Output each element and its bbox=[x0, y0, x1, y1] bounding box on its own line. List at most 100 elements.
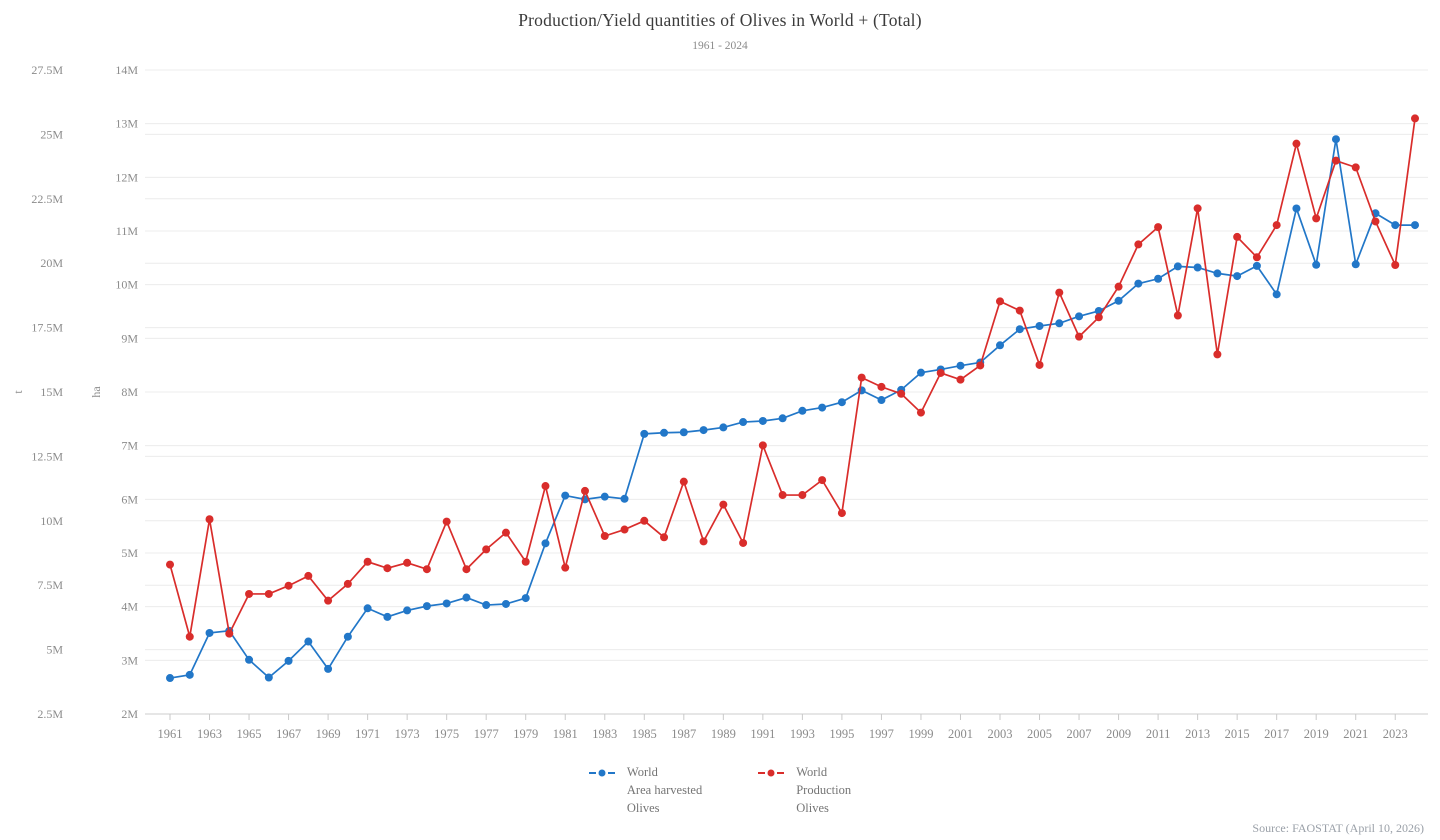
data-point[interactable] bbox=[640, 429, 649, 438]
data-point[interactable] bbox=[264, 673, 273, 682]
data-point[interactable] bbox=[403, 558, 412, 567]
data-point[interactable] bbox=[442, 599, 451, 608]
data-point[interactable] bbox=[1075, 332, 1084, 341]
data-point[interactable] bbox=[956, 375, 965, 384]
data-point[interactable] bbox=[798, 491, 807, 500]
data-point[interactable] bbox=[739, 418, 748, 427]
data-point[interactable] bbox=[324, 596, 333, 605]
data-point[interactable] bbox=[1351, 260, 1360, 269]
data-point[interactable] bbox=[205, 628, 214, 637]
data-point[interactable] bbox=[304, 571, 313, 580]
data-point[interactable] bbox=[383, 564, 392, 573]
data-point[interactable] bbox=[462, 565, 471, 574]
data-point[interactable] bbox=[1411, 114, 1420, 123]
data-point[interactable] bbox=[976, 361, 985, 370]
data-point[interactable] bbox=[343, 579, 352, 588]
data-point[interactable] bbox=[521, 594, 530, 603]
data-point[interactable] bbox=[600, 531, 609, 540]
data-point[interactable] bbox=[1272, 290, 1281, 299]
data-point[interactable] bbox=[462, 593, 471, 602]
data-point[interactable] bbox=[343, 632, 352, 641]
data-point[interactable] bbox=[1134, 240, 1143, 249]
data-point[interactable] bbox=[304, 637, 313, 646]
data-point[interactable] bbox=[916, 368, 925, 377]
data-point[interactable] bbox=[699, 426, 708, 435]
data-point[interactable] bbox=[778, 491, 787, 500]
data-point[interactable] bbox=[403, 606, 412, 615]
data-point[interactable] bbox=[245, 589, 254, 598]
data-point[interactable] bbox=[837, 398, 846, 407]
data-point[interactable] bbox=[1173, 311, 1182, 320]
data-point[interactable] bbox=[1331, 135, 1340, 144]
data-point[interactable] bbox=[996, 297, 1005, 306]
data-point[interactable] bbox=[482, 545, 491, 554]
data-point[interactable] bbox=[422, 565, 431, 574]
data-point[interactable] bbox=[1312, 260, 1321, 269]
data-point[interactable] bbox=[1391, 221, 1400, 230]
data-point[interactable] bbox=[245, 655, 254, 664]
data-point[interactable] bbox=[1154, 223, 1163, 232]
data-point[interactable] bbox=[501, 528, 510, 537]
data-point[interactable] bbox=[541, 482, 550, 491]
data-point[interactable] bbox=[679, 477, 688, 486]
data-point[interactable] bbox=[1055, 319, 1064, 328]
data-point[interactable] bbox=[1391, 261, 1400, 270]
data-point[interactable] bbox=[1193, 204, 1202, 213]
data-point[interactable] bbox=[620, 525, 629, 534]
data-point[interactable] bbox=[778, 414, 787, 423]
data-point[interactable] bbox=[541, 539, 550, 548]
data-point[interactable] bbox=[660, 428, 669, 437]
data-point[interactable] bbox=[225, 629, 234, 638]
data-point[interactable] bbox=[501, 599, 510, 608]
data-point[interactable] bbox=[185, 670, 194, 679]
data-point[interactable] bbox=[1015, 325, 1024, 334]
legend-entry-production[interactable]: World Production Olives bbox=[758, 763, 851, 817]
data-point[interactable] bbox=[897, 389, 906, 398]
data-point[interactable] bbox=[1252, 253, 1261, 262]
data-point[interactable] bbox=[1371, 217, 1380, 226]
data-point[interactable] bbox=[798, 406, 807, 415]
data-point[interactable] bbox=[1015, 306, 1024, 315]
data-point[interactable] bbox=[1213, 269, 1222, 278]
data-point[interactable] bbox=[996, 341, 1005, 350]
data-point[interactable] bbox=[363, 557, 372, 566]
data-point[interactable] bbox=[936, 368, 945, 377]
data-point[interactable] bbox=[442, 517, 451, 526]
data-point[interactable] bbox=[1193, 263, 1202, 272]
data-point[interactable] bbox=[679, 428, 688, 437]
data-point[interactable] bbox=[758, 416, 767, 425]
data-point[interactable] bbox=[205, 515, 214, 524]
data-point[interactable] bbox=[166, 560, 174, 569]
data-point[interactable] bbox=[1233, 232, 1242, 241]
data-point[interactable] bbox=[581, 486, 590, 495]
legend-entry-area_harvested[interactable]: World Area harvested Olives bbox=[588, 763, 702, 817]
data-point[interactable] bbox=[561, 563, 570, 572]
data-point[interactable] bbox=[324, 664, 333, 673]
data-point[interactable] bbox=[640, 516, 649, 525]
data-point[interactable] bbox=[956, 361, 965, 370]
data-point[interactable] bbox=[1213, 350, 1222, 359]
data-point[interactable] bbox=[1272, 221, 1281, 230]
data-point[interactable] bbox=[837, 509, 846, 518]
data-point[interactable] bbox=[422, 602, 431, 611]
data-point[interactable] bbox=[620, 494, 629, 503]
data-point[interactable] bbox=[1173, 262, 1182, 271]
data-point[interactable] bbox=[1252, 261, 1261, 270]
data-point[interactable] bbox=[1411, 221, 1420, 230]
data-point[interactable] bbox=[600, 492, 609, 501]
data-point[interactable] bbox=[1094, 313, 1103, 322]
data-point[interactable] bbox=[1035, 321, 1044, 330]
data-point[interactable] bbox=[482, 601, 491, 610]
data-point[interactable] bbox=[1154, 274, 1163, 283]
data-point[interactable] bbox=[719, 423, 728, 432]
data-point[interactable] bbox=[916, 408, 925, 417]
data-point[interactable] bbox=[719, 500, 728, 509]
data-point[interactable] bbox=[1055, 288, 1064, 297]
data-point[interactable] bbox=[363, 604, 372, 613]
data-point[interactable] bbox=[1134, 279, 1143, 288]
data-point[interactable] bbox=[1312, 214, 1321, 223]
data-point[interactable] bbox=[1114, 282, 1123, 291]
data-point[interactable] bbox=[857, 373, 866, 382]
data-point[interactable] bbox=[1292, 204, 1301, 213]
data-point[interactable] bbox=[1075, 312, 1084, 321]
